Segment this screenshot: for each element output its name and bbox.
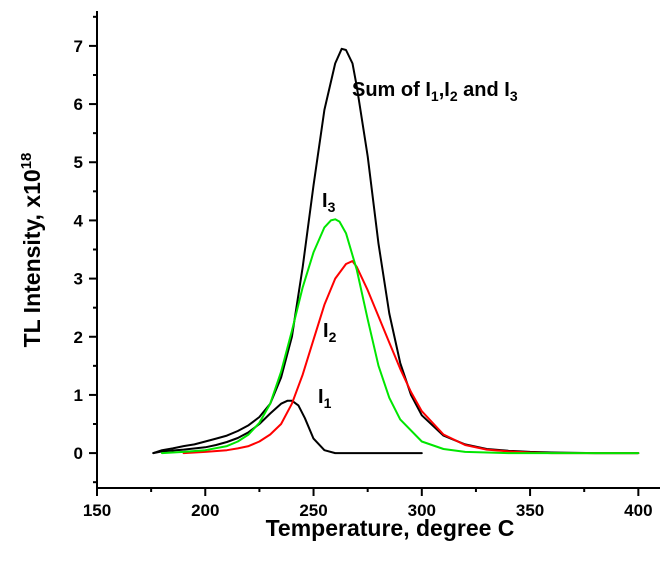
annotation-sum: Sum of I1,I2 and I3 xyxy=(352,79,518,104)
annotation-sum-part: ,I xyxy=(439,79,450,101)
annotation-i1-sub: 1 xyxy=(324,395,332,411)
y-tick-label: 2 xyxy=(74,328,83,347)
series-lines xyxy=(152,47,640,455)
annotation-i2-sub: 2 xyxy=(329,329,337,345)
annotation-sum-part: Sum of I xyxy=(352,79,431,101)
annotation-i1: I1 xyxy=(318,386,332,411)
y-tick-label: 6 xyxy=(74,95,83,114)
x-axis-title: Temperature, degree C xyxy=(266,515,515,541)
x-tick-label: 400 xyxy=(624,501,652,520)
y-tick-label: 1 xyxy=(74,386,83,405)
y-axis-title-exponent: 18 xyxy=(18,153,35,170)
x-tick-label: 250 xyxy=(299,501,327,520)
y-tick-label: 5 xyxy=(74,153,83,172)
annotation-sum-sub-3: 3 xyxy=(510,88,518,104)
annotation-i2-base: I xyxy=(323,320,329,342)
annotation-sum-sub-2: 2 xyxy=(450,88,458,104)
x-tick-label: 200 xyxy=(191,501,219,520)
series-line-i3 xyxy=(161,218,640,455)
y-tick-label: 0 xyxy=(74,444,83,463)
y-axis-title-text: TL Intensity, x10 xyxy=(19,169,45,347)
x-tick-label: 300 xyxy=(408,501,436,520)
x-tick-label: 350 xyxy=(516,501,544,520)
y-axis-title: TL Intensity, x1018 xyxy=(18,153,45,348)
series-line-sum xyxy=(152,47,640,455)
annotation-i2: I2 xyxy=(323,320,337,345)
x-tick-label: 150 xyxy=(83,501,111,520)
annotation-sum-part: and I xyxy=(458,79,510,101)
annotation-i3-base: I xyxy=(322,190,328,212)
annotation-i1-base: I xyxy=(318,386,324,408)
annotation-i3: I3 xyxy=(322,190,336,215)
annotation-sum-sub-1: 1 xyxy=(431,88,439,104)
series-line-i2 xyxy=(182,260,640,455)
y-tick-label: 7 xyxy=(74,37,83,56)
y-tick-label: 4 xyxy=(74,211,84,230)
series-line-i1 xyxy=(152,399,423,455)
y-tick-label: 3 xyxy=(74,270,83,289)
annotation-i3-sub: 3 xyxy=(328,199,336,215)
